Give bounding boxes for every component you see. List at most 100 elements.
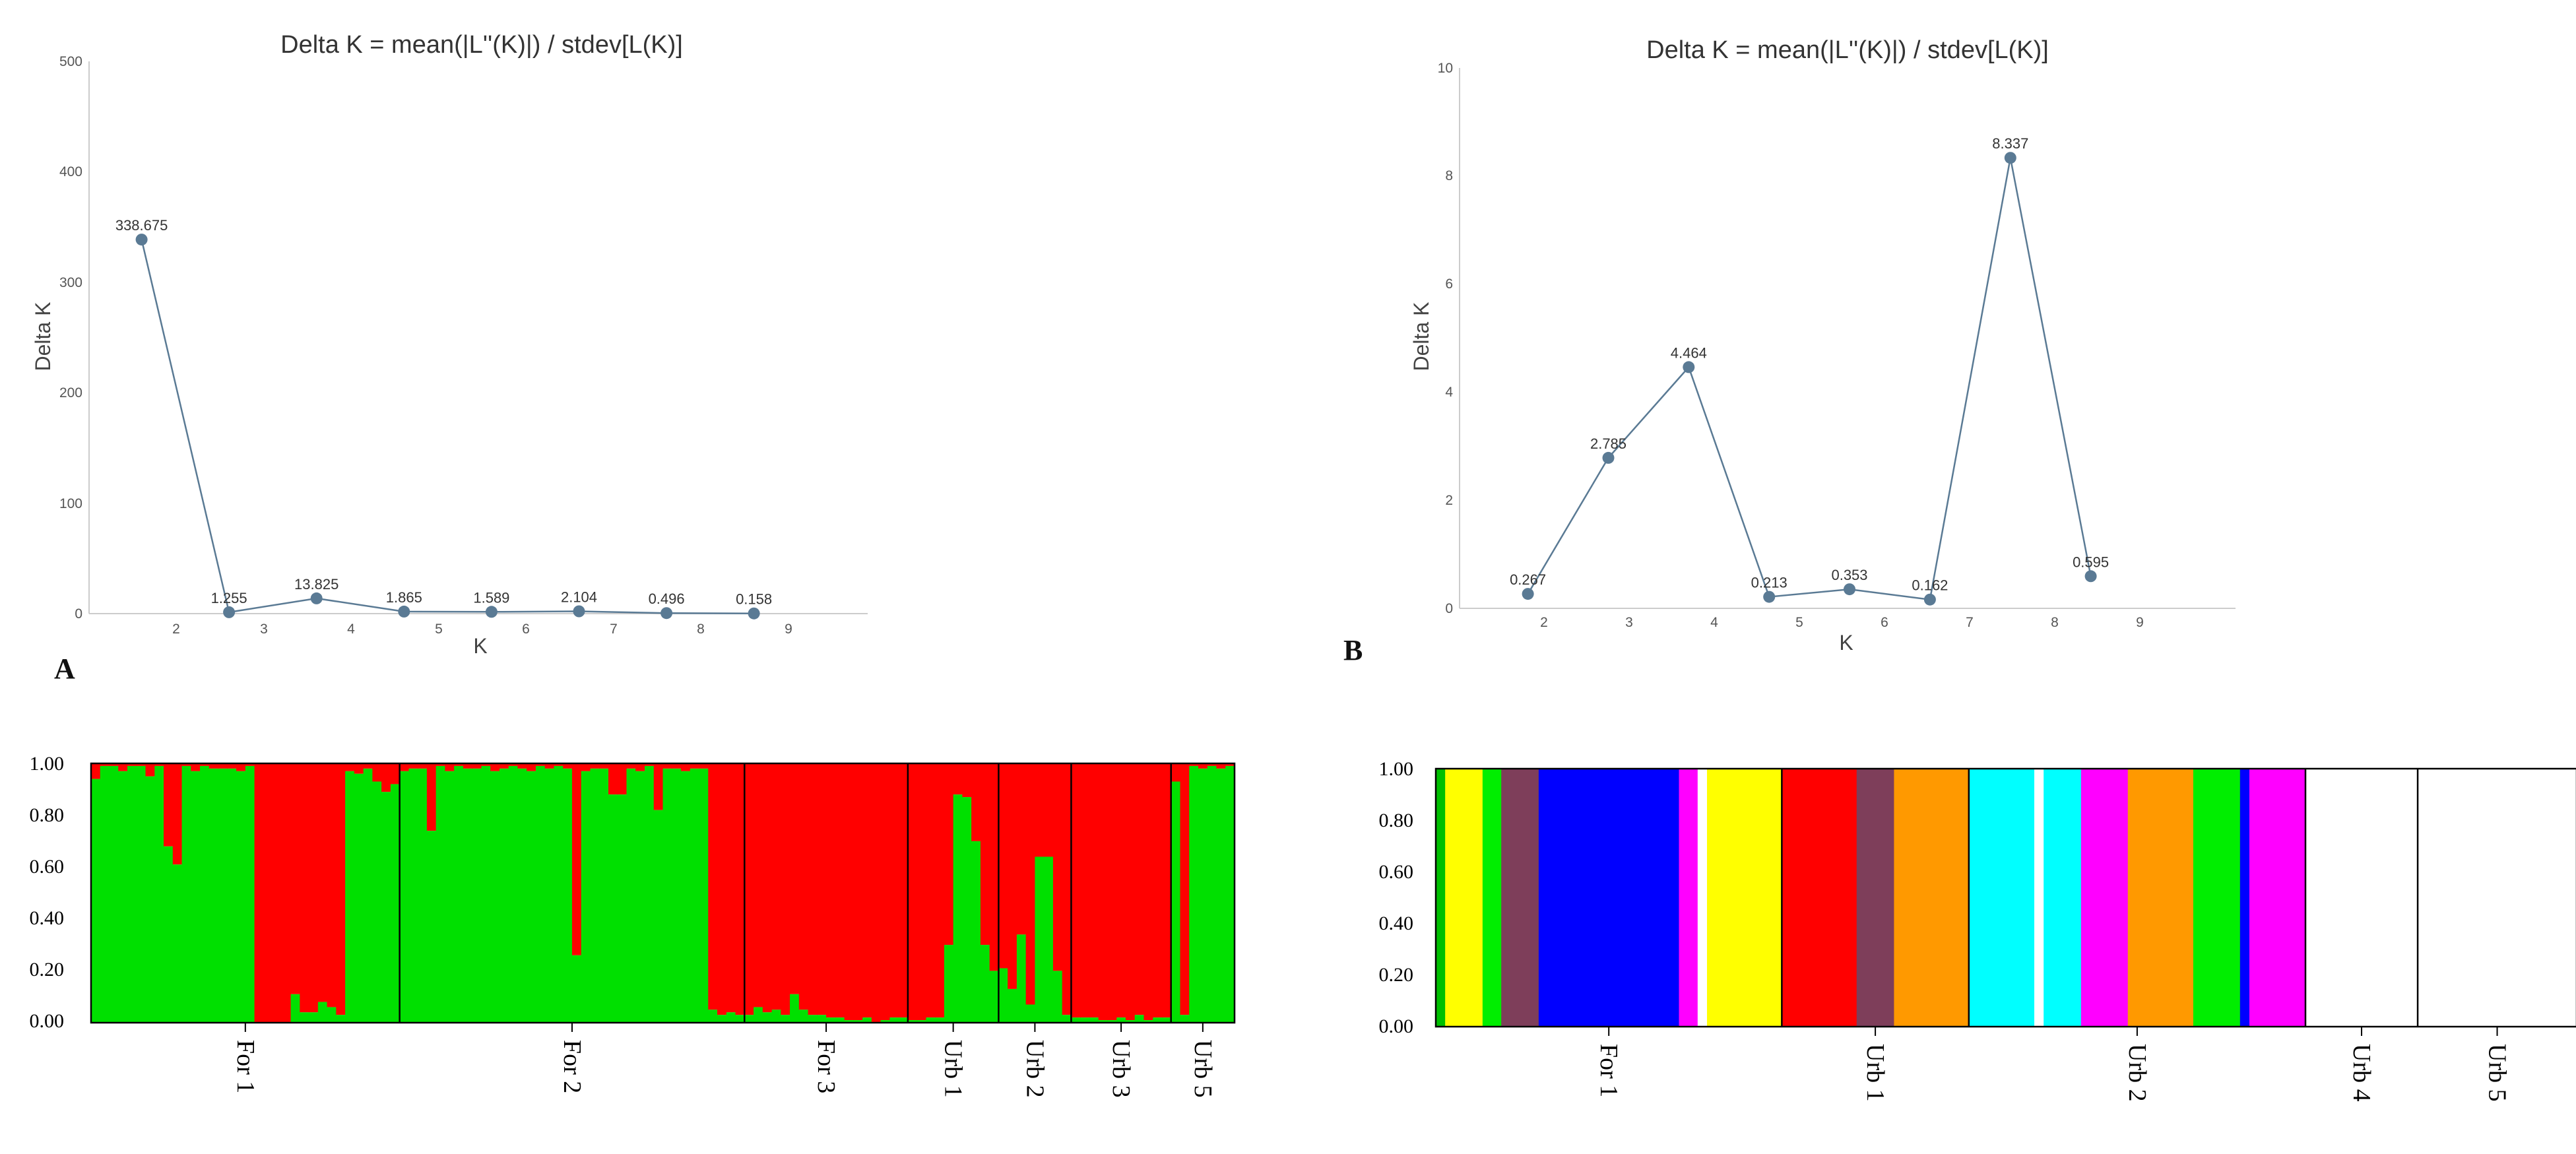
struct-a-bar-88-green <box>889 1017 899 1023</box>
chart-b-label-k8: 8.337 <box>1992 135 2028 152</box>
chart-b-ytick-8: 8 <box>1445 168 1453 183</box>
struct-a-bar-38-green <box>435 765 445 1023</box>
struct-a-bar-69-green <box>717 1015 727 1023</box>
struct-a-bar-110-red <box>1089 763 1099 1018</box>
chart-b-xtick-9: 9 <box>2136 615 2144 630</box>
struct-a-bar-11-red <box>191 763 201 771</box>
struct-a-bar-60-red <box>635 763 645 771</box>
chart-b-ytick-4: 4 <box>1445 385 1453 400</box>
struct-a-bar-98-red <box>980 763 990 946</box>
chart-a-xtick-3: 3 <box>260 622 268 637</box>
struct-a-bar-101-red <box>1008 763 1017 989</box>
chart-b-label-k2: 0.267 <box>1510 571 1546 588</box>
struct-a-bar-52-red <box>563 763 573 769</box>
struct-a-bar-114-green <box>1125 1020 1136 1023</box>
struct-a-ytick-0-2: 0.20 <box>30 959 65 980</box>
struct-a-bar-109-red <box>1080 763 1090 1018</box>
struct-a-bar-57-red <box>608 763 618 795</box>
struct-a-bar-36-green <box>418 768 428 1023</box>
chart-b-ytick-10: 10 <box>1438 61 1453 76</box>
chart-a-xtick-6: 6 <box>522 622 530 637</box>
chart-a-series-line <box>141 239 754 614</box>
chart-b-x-label: K <box>1839 631 1853 655</box>
chart-a-label-k3: 1.255 <box>211 590 247 606</box>
struct-a-bar-50-red <box>544 763 555 769</box>
struct-a-bar-113-red <box>1116 763 1126 1018</box>
struct-a-bar-46-red <box>508 763 519 766</box>
struct-a-bar-53-green <box>571 955 582 1023</box>
chart-a-xtick-4: 4 <box>347 622 355 637</box>
struct-a-bar-0-red <box>91 763 101 779</box>
struct-a-bar-64-green <box>672 768 682 1023</box>
struct-a-bar-58-red <box>617 763 628 795</box>
struct-a-bar-9-green <box>172 864 183 1023</box>
struct-a-bar-72-red <box>744 763 754 1015</box>
delta-k-chart-b: Delta K = mean(|L''(K)|) / stdev[L(K)] 0… <box>1409 36 2236 655</box>
struct-a-bar-82-green <box>835 1017 845 1023</box>
struct-b-group-ticks <box>1608 1027 2498 1036</box>
struct-a-bar-85-green <box>862 1017 872 1023</box>
struct-a-bar-99-green <box>989 971 999 1023</box>
struct-a-bar-47-green <box>517 768 527 1023</box>
struct-a-bar-105-red <box>1044 763 1054 857</box>
struct-a-bar-67-green <box>699 768 709 1023</box>
struct-a-bar-53-red <box>571 763 582 955</box>
struct-a-bar-74-red <box>762 763 773 1013</box>
struct-a-bar-17-green <box>245 765 255 1023</box>
struct-a-bar-18-red <box>254 763 264 1023</box>
struct-a-bar-78-green <box>798 1010 809 1023</box>
struct-a-bar-111-red <box>1098 763 1109 1021</box>
struct-a-bar-65-red <box>681 763 691 771</box>
struct-a-bar-66-red <box>690 763 700 769</box>
struct-a-bar-14-red <box>218 763 228 769</box>
struct-a-bar-35-green <box>408 768 418 1023</box>
struct-a-bar-62-red <box>653 763 664 810</box>
struct-a-bar-64-red <box>672 763 682 769</box>
chart-b-label-k3: 2.785 <box>1590 435 1626 452</box>
struct-a-bar-19-red <box>263 763 273 1023</box>
struct-a-bar-79-green <box>808 1015 818 1023</box>
struct-a-bar-95-green <box>953 794 963 1023</box>
struct-a-bar-105-green <box>1044 856 1054 1023</box>
struct-a-bar-39-red <box>445 763 455 771</box>
struct-a-bar-57-green <box>608 794 618 1023</box>
struct-b-group-label-1: Urb 1 <box>1861 1044 1889 1102</box>
struct-a-bar-14-green <box>218 768 228 1023</box>
struct-a-bar-2-red <box>109 763 119 766</box>
struct-a-group-label-1: For 2 <box>558 1040 586 1093</box>
chart-b-xtick-3: 3 <box>1625 615 1633 630</box>
struct-b-group-labels: For 1 Urb 1 Urb 2 Urb 4 Urb 5 <box>1595 1044 2511 1102</box>
struct-a-bar-28-green <box>345 771 355 1023</box>
struct-a-bar-15-red <box>227 763 237 769</box>
chart-b-title: Delta K = mean(|L''(K)|) / stdev[L(K)] <box>1646 36 2049 64</box>
struct-a-bar-96-red <box>962 763 972 798</box>
struct-a-bar-48-green <box>527 771 536 1023</box>
struct-b-block-4 <box>1538 769 1680 1027</box>
struct-b-block-5 <box>1679 769 1698 1027</box>
chart-b-series-line <box>1527 157 2092 601</box>
struct-a-bar-118-red <box>1161 763 1172 1018</box>
struct-a-bar-95-red <box>953 763 963 795</box>
struct-a-bar-111-green <box>1098 1020 1109 1023</box>
struct-a-bar-23-green <box>300 1012 309 1023</box>
struct-b-block-12 <box>2034 769 2044 1027</box>
struct-a-bar-12-green <box>200 765 210 1023</box>
struct-a-bar-44-green <box>490 771 500 1023</box>
struct-a-bar-27-green <box>336 1015 346 1023</box>
struct-a-bar-5-red <box>136 763 146 766</box>
struct-a-bar-103-red <box>1025 763 1036 1005</box>
struct-a-bar-100-green <box>998 968 1008 1023</box>
struct-a-bar-83-red <box>844 763 854 1021</box>
struct-a-bar-22-red <box>290 763 300 994</box>
struct-a-bar-85-red <box>862 763 872 1018</box>
struct-b-group-label-4: Urb 5 <box>2484 1044 2511 1102</box>
struct-a-bar-59-red <box>626 763 636 769</box>
struct-a-bar-5-green <box>136 765 146 1023</box>
struct-a-bar-115-green <box>1134 1015 1145 1023</box>
struct-a-bars <box>91 763 1235 1023</box>
struct-b-block-13 <box>2044 769 2082 1027</box>
struct-a-bar-92-green <box>926 1017 936 1023</box>
struct-b-block-17 <box>2193 769 2241 1027</box>
struct-a-bar-43-green <box>481 765 491 1023</box>
